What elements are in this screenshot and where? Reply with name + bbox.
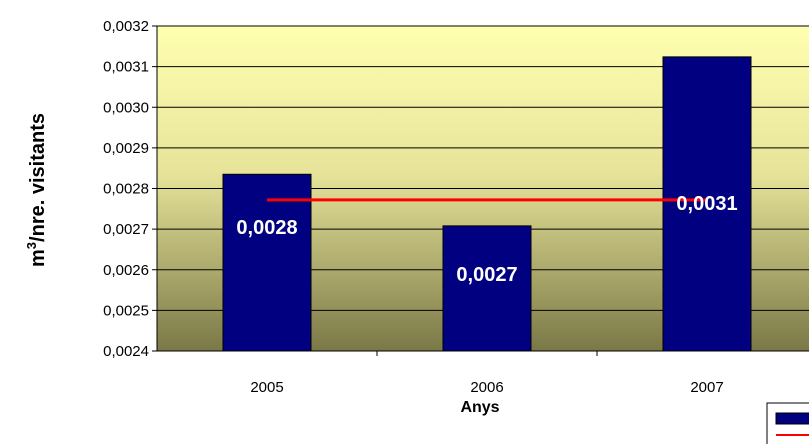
data-label-2007: 0,0031 xyxy=(676,193,737,215)
x-tick-label: 2007 xyxy=(690,379,723,396)
x-axis-title: Anys xyxy=(460,399,499,416)
y-tick-label: 0,0025 xyxy=(103,302,149,319)
x-tick-label: 2006 xyxy=(470,379,503,396)
data-label-2006: 0,0027 xyxy=(456,264,517,286)
axes xyxy=(152,25,809,356)
y-axis-title: m3/nre. visitants xyxy=(24,113,49,267)
bars xyxy=(222,56,752,352)
x-tick-label: 2005 xyxy=(250,379,283,396)
y-tick-label: 0,0031 xyxy=(103,59,149,76)
y-tick-label: 0,0024 xyxy=(103,343,149,360)
y-tick-label: 0,0032 xyxy=(103,18,149,35)
legend xyxy=(766,402,809,444)
bar-2007 xyxy=(662,56,752,352)
y-tick-label: 0,0030 xyxy=(103,99,149,116)
legend-bar-swatch xyxy=(775,412,809,425)
y-tick-labels: 0,0024 0,0025 0,0026 0,0027 0,0028 0,0029 0,00… xyxy=(103,18,149,360)
bar-2006 xyxy=(442,225,532,352)
x-tick-labels: 2005 2006 2007 xyxy=(250,379,723,396)
y-tick-label: 0,0028 xyxy=(103,181,149,198)
y-tick-label: 0,0027 xyxy=(103,221,149,238)
y-tick-label: 0,0026 xyxy=(103,262,149,279)
data-label-2005: 0,0028 xyxy=(236,217,297,239)
bar-2005 xyxy=(222,173,312,352)
y-tick-label: 0,0029 xyxy=(103,140,149,157)
data-labels: 0,0028 0,0027 0,0031 xyxy=(236,193,737,286)
